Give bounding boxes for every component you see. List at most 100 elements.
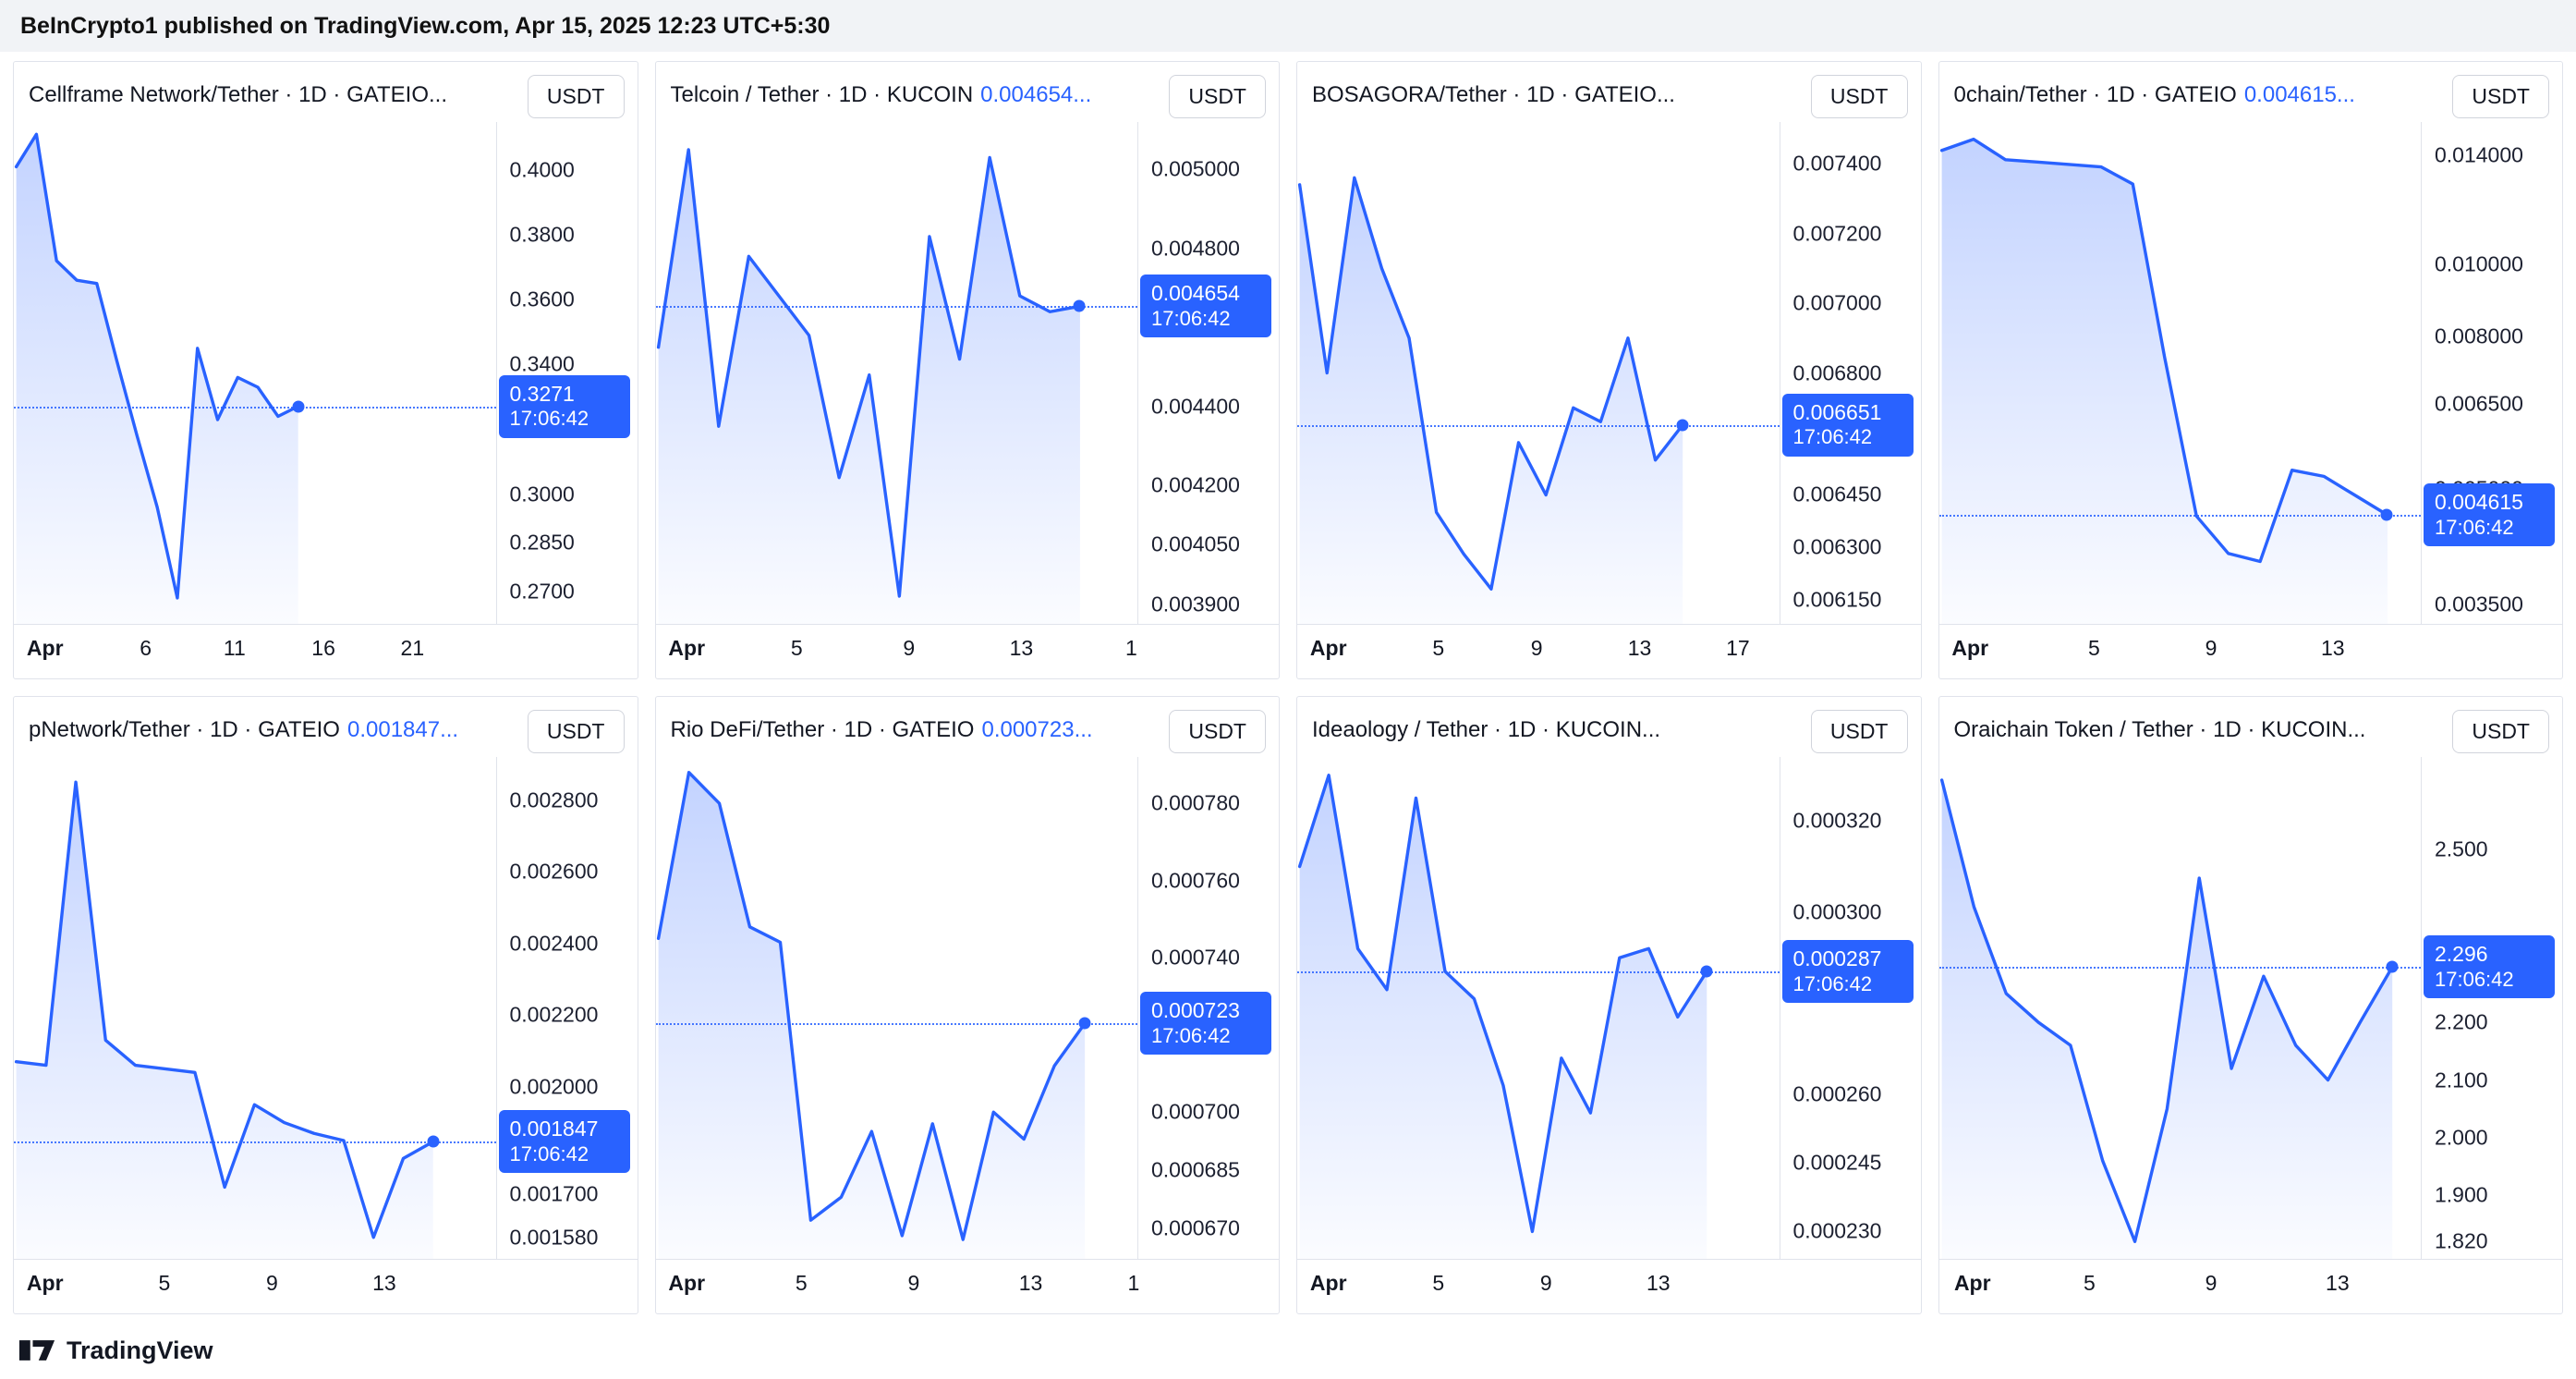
price-tick-label: 0.005000 [1151,156,1240,181]
line-chart-svg [14,122,496,624]
plot-area[interactable] [1938,122,2421,624]
price-badge-value: 0.000723 [1151,998,1240,1023]
price-tick-label: 0.002600 [509,859,599,884]
chart-symbol-text: Telcoin / Tether · 1D · KUCOIN [670,82,974,107]
time-axis[interactable]: Apr 5 9 13 17 [1297,624,1921,678]
price-badge: 2.296 17:06:42 [2424,935,2555,999]
currency-button[interactable]: USDT [1810,75,1908,118]
price-axis[interactable]: 0.006651 17:06:42 0.007400 0.007200 0.007000… [1779,122,1921,624]
time-tick-label: 9 [265,1271,278,1295]
plot-area[interactable] [1938,757,2422,1259]
currency-button[interactable]: USDT [1169,75,1266,118]
area-fill [16,134,298,624]
time-axis[interactable]: Apr 5 9 13 [1938,1259,2562,1313]
price-tick-label: 0.006150 [1792,587,1882,612]
publish-header-text: BeInCrypto1 published on TradingView.com… [20,12,831,39]
tradingview-logo-icon[interactable] [18,1338,55,1362]
price-badge: 0.004615 17:06:42 [2424,483,2555,547]
chart-body: 0.004654 17:06:42 0.005000 0.004800 0.004400… [655,122,1280,624]
price-badge-time: 17:06:42 [509,407,589,431]
price-badge: 0.001847 17:06:42 [498,1110,630,1174]
plot-area[interactable] [655,757,1138,1259]
plot-area[interactable] [14,757,496,1259]
last-price-dot [1078,1017,1091,1030]
price-axis[interactable]: 2.296 17:06:42 2.500 2.200 2.100 2.000 1.900 1.… [2421,757,2562,1259]
chart-title: Ideaology / Tether · 1D · KUCOIN... [1312,710,1668,743]
price-badge: 0.004654 17:06:42 [1140,275,1271,338]
price-badge: 0.000287 17:06:42 [1781,940,1914,1003]
price-tick-label: 0.006500 [2435,391,2523,416]
time-tick-label: 5 [2088,636,2100,660]
currency-button[interactable]: USDT [527,710,625,753]
chart-card: Ideaology / Tether · 1D · KUCOIN... USDT… [1296,696,1922,1314]
time-axis[interactable]: Apr 6 11 16 21 [14,624,638,678]
time-axis[interactable]: Apr 5 9 13 1 [655,1259,1279,1313]
time-tick-label: 17 [1726,636,1750,660]
price-axis[interactable]: 0.004615 17:06:42 0.014000 0.010000 0.008000… [2421,122,2562,624]
footer-bar: TradingView [0,1322,2576,1379]
time-axis[interactable]: Apr 5 9 13 [1938,624,2562,678]
price-axis[interactable]: 0.004654 17:06:42 0.005000 0.004800 0.004400… [1137,122,1279,624]
time-axis[interactable]: Apr 5 9 13 [14,1259,638,1313]
current-price-dotted-line [1297,971,1780,973]
chart-title: Telcoin / Tether · 1D · KUCOIN 0.004654..… [671,75,1092,108]
currency-button[interactable]: USDT [1169,710,1266,753]
current-price-dotted-line [14,406,496,409]
price-line [1941,140,2387,562]
current-price-dotted-line [1938,515,2421,518]
time-tick-label: 9 [2205,636,2218,660]
publish-header-bar: BeInCrypto1 published on TradingView.com… [0,0,2576,52]
line-chart-svg [656,757,1138,1259]
price-tick-label: 0.008000 [2435,323,2523,348]
currency-button[interactable]: USDT [2452,710,2549,753]
last-price-dot [1073,299,1086,312]
plot-area[interactable] [655,122,1137,624]
plot-area[interactable] [1297,122,1780,624]
price-tick-label: 0.010000 [2435,251,2523,276]
price-axis[interactable]: 0.001847 17:06:42 0.002800 0.002600 0.002400… [495,757,638,1259]
plot-area[interactable] [1297,757,1780,1259]
last-price-dot [2380,508,2393,521]
price-axis[interactable]: 0.3271 17:06:42 0.4000 0.3800 0.3600 0.3400 0.… [495,122,638,624]
price-tick-label: 0.006300 [1792,534,1882,559]
currency-button[interactable]: USDT [1810,710,1908,753]
time-axis[interactable]: Apr 5 9 13 [1297,1259,1921,1313]
currency-button[interactable]: USDT [2452,75,2549,118]
time-tick-label: 9 [907,1271,920,1295]
chart-title: 0chain/Tether · 1D · GATEIO 0.004615... [1954,75,2355,108]
price-tick-label: 0.004050 [1151,531,1240,556]
price-tick-label: 0.014000 [2435,142,2523,167]
price-tick-label: 0.4000 [509,157,575,182]
chart-card: Oraichain Token / Tether · 1D · KUCOIN..… [1938,696,2563,1314]
price-line [1941,780,2392,1241]
chart-header: Rio DeFi/Tether · 1D · GATEIO 0.000723...… [656,697,1280,757]
price-tick-label: 0.004800 [1151,236,1240,261]
price-line [1300,177,1683,589]
time-axis[interactable]: Apr 5 9 13 1 [655,624,1279,678]
price-badge: 0.006651 17:06:42 [1781,393,1914,457]
last-price-dot [1676,419,1689,432]
price-tick-label: 0.3000 [509,482,575,506]
chart-card: Rio DeFi/Tether · 1D · GATEIO 0.000723...… [654,696,1280,1314]
price-badge-time: 17:06:42 [1151,306,1231,330]
price-axis[interactable]: 0.000287 17:06:42 0.000320 0.000300 0.000260… [1779,757,1921,1259]
currency-button[interactable]: USDT [527,75,625,118]
time-tick-label: 1 [1127,1271,1140,1295]
chart-header: Cellframe Network/Tether · 1D · GATEIO..… [14,62,638,122]
price-tick-label: 0.3400 [509,351,575,376]
time-tick-label: 21 [400,636,425,660]
time-tick-label: Apr [1309,1271,1347,1295]
price-badge-value: 0.001847 [509,1117,599,1141]
price-tick-label: 0.007000 [1792,290,1882,315]
time-tick-label: Apr [26,1271,64,1295]
plot-area[interactable] [14,122,496,624]
chart-card: BOSAGORA/Tether · 1D · GATEIO... USDT 0.… [1296,61,1922,679]
line-chart-svg [1939,757,2422,1259]
price-tick-label: 1.900 [2435,1182,2488,1207]
tradingview-brand-text[interactable]: TradingView [67,1336,213,1364]
area-fill [658,149,1080,624]
chart-symbol-text: Ideaology / Tether · 1D · KUCOIN... [1312,717,1661,742]
price-tick-label: 0.3800 [509,222,575,247]
current-price-dotted-line [14,1141,496,1144]
price-axis[interactable]: 0.000723 17:06:42 0.000780 0.000760 0.000740… [1137,757,1279,1259]
